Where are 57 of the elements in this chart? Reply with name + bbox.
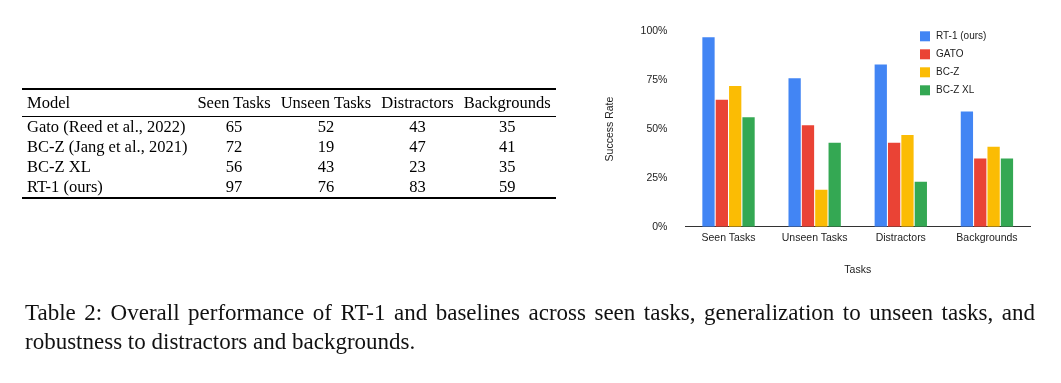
data-label: 19: [316, 137, 336, 157]
bar: [987, 146, 1000, 227]
legend-label: BC-Z (Jang et al., 2021): [26, 137, 189, 157]
bar: [874, 64, 887, 227]
data-label: 47: [408, 137, 427, 157]
bar: [815, 189, 828, 227]
bar: [828, 142, 841, 227]
x-tick-label: Unseen Tasks: [781, 230, 848, 243]
bar: [788, 78, 801, 227]
legend-label: Gato (Reed et al., 2022): [26, 116, 187, 137]
data-label: 23: [408, 157, 427, 177]
data-label: 43: [316, 157, 336, 177]
data-label: 83: [408, 177, 427, 198]
data-label: 41: [498, 137, 517, 157]
category-label: Distractors: [376, 89, 459, 117]
y-tick-label: 25%: [646, 170, 668, 183]
bar: [914, 181, 927, 227]
x-tick-label: Backgrounds: [956, 230, 1018, 243]
bar: [715, 99, 728, 227]
bar: [901, 134, 914, 227]
legend-label: GATO: [936, 48, 964, 60]
legend-label: BC-Z: [936, 66, 960, 78]
data-label: 72: [224, 137, 244, 157]
y-tick-label: 75%: [646, 73, 668, 86]
legend-label: BC-Z XL: [26, 157, 92, 177]
legend-label: RT-1 (ours): [936, 30, 987, 42]
data-label: 76: [316, 177, 336, 198]
x-tick-label: Seen Tasks: [701, 230, 756, 243]
x-axis-title: Tasks: [844, 262, 872, 275]
category-label: Seen Tasks: [192, 89, 276, 117]
data-label: 97: [224, 177, 244, 198]
legend-label: RT-1 (ours): [26, 177, 104, 198]
data-label: 56: [224, 157, 244, 177]
legend-label: BC-Z XL: [936, 84, 975, 96]
bar: [887, 142, 901, 227]
data-label: 65: [224, 116, 244, 137]
y-tick-label: 50%: [646, 121, 668, 134]
data-label: 43: [408, 116, 427, 137]
bar: [742, 117, 755, 227]
category-label: Backgrounds: [458, 89, 556, 117]
y-tick-label: 0%: [652, 219, 668, 232]
bar: [960, 111, 974, 227]
bar: [702, 37, 715, 227]
bar: [1000, 158, 1014, 227]
category-label: Unseen Tasks: [275, 89, 377, 117]
text: Model: [22, 89, 193, 117]
bar: [801, 125, 815, 227]
y-tick-label: 100%: [640, 24, 668, 37]
x-tick-label: Distractors: [875, 230, 926, 243]
data-label: 35: [498, 157, 517, 177]
bar: [729, 86, 742, 227]
bar: [974, 158, 987, 227]
data-label: 59: [498, 177, 517, 198]
y-axis-title: Success Rate: [603, 96, 616, 162]
data-label: 52: [316, 116, 336, 137]
caption: Table 2: Overall performance of RT-1 and baselines across seen tasks, generalization to unseen tasks, and robustness to distractors and backgrounds.: [25, 299, 1035, 356]
data-label: 35: [498, 116, 517, 137]
